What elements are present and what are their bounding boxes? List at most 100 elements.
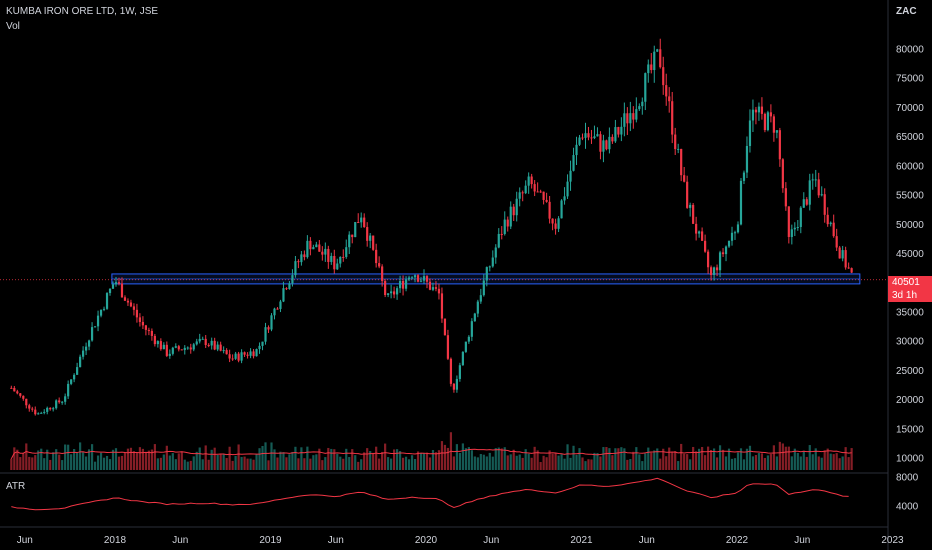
candle-body xyxy=(572,155,575,171)
volume-legend[interactable]: Vol xyxy=(6,21,20,32)
candle-body xyxy=(838,247,841,259)
candle-body xyxy=(644,73,647,102)
volume-bar xyxy=(614,448,617,470)
volume-bar xyxy=(784,446,787,470)
candle-body xyxy=(198,338,201,342)
volume-bar xyxy=(282,452,285,470)
candle-body xyxy=(345,247,348,257)
candle-body xyxy=(37,413,40,415)
volume-bar xyxy=(470,450,473,470)
volume-bar xyxy=(228,446,231,470)
candle-body xyxy=(46,407,49,412)
volume-bar xyxy=(398,451,402,470)
y-tick-label: 75000 xyxy=(896,74,924,85)
candle-body xyxy=(542,191,545,200)
candle-body xyxy=(369,235,372,241)
x-tick-label: 2022 xyxy=(726,535,749,546)
volume-bar xyxy=(252,459,255,470)
volume-bar xyxy=(162,454,165,470)
volume-bar xyxy=(34,455,37,470)
volume-bar xyxy=(578,448,581,470)
volume-bar xyxy=(99,452,103,470)
candle-body xyxy=(171,347,174,354)
volume-bar xyxy=(342,458,345,470)
candle-body xyxy=(736,224,740,233)
volume-bar xyxy=(201,459,204,470)
volume-bar xyxy=(413,458,417,470)
volume-bar xyxy=(43,458,46,470)
candle-body xyxy=(195,341,198,345)
volume-bar xyxy=(736,452,740,470)
candle-body xyxy=(527,176,530,186)
candle-body xyxy=(291,275,294,284)
volume-bar xyxy=(677,461,680,470)
candle-body xyxy=(656,49,659,52)
volume-bar xyxy=(506,455,509,470)
volume-bar xyxy=(793,448,796,470)
candle-body xyxy=(431,287,435,290)
candle-body xyxy=(186,347,189,349)
volume-bar xyxy=(82,452,85,470)
volume-bar xyxy=(572,445,575,470)
candle-body xyxy=(297,261,300,263)
candle-body xyxy=(754,109,758,113)
candle-body xyxy=(381,266,384,281)
candle-body xyxy=(449,358,453,384)
atr-legend[interactable]: ATR xyxy=(6,481,26,492)
candle-body xyxy=(19,393,22,396)
candle-body xyxy=(168,353,171,356)
volume-bar xyxy=(267,460,270,470)
volume-bar xyxy=(491,456,494,470)
volume-bar xyxy=(641,461,644,470)
candle-body xyxy=(742,172,746,181)
candle-body xyxy=(632,113,635,120)
volume-bar xyxy=(665,456,668,470)
candle-body xyxy=(793,227,796,230)
candle-body xyxy=(261,341,264,346)
candle-body xyxy=(518,192,521,199)
candle-body xyxy=(425,276,429,282)
volume-bar xyxy=(369,451,372,470)
volume-bar xyxy=(428,457,432,470)
candle-body xyxy=(201,338,204,340)
volume-bar xyxy=(626,459,629,470)
volume-bar xyxy=(410,455,414,470)
candle-body xyxy=(375,249,378,264)
candle-body xyxy=(321,251,324,255)
volume-bar xyxy=(64,444,67,470)
x-tick-label: 2019 xyxy=(259,535,282,546)
candle-body xyxy=(410,277,414,279)
candle-body xyxy=(330,255,333,262)
candle-body xyxy=(129,302,133,307)
symbol-legend[interactable]: KUMBA IRON ORE LTD, 1W, JSE xyxy=(6,6,159,17)
volume-bar xyxy=(796,452,799,470)
candle-body xyxy=(58,400,61,403)
candle-body xyxy=(686,181,689,208)
candle-body xyxy=(312,247,315,250)
volume-bar xyxy=(52,452,55,470)
candle-body xyxy=(309,240,312,250)
candle-body xyxy=(159,341,162,350)
volume-bar xyxy=(671,451,674,470)
volume-bar xyxy=(129,447,133,470)
candle-body xyxy=(416,275,420,282)
volume-bar xyxy=(647,447,650,470)
volume-bar xyxy=(446,447,450,470)
volume-bar xyxy=(712,448,716,470)
candle-body xyxy=(79,356,82,368)
volume-bar xyxy=(485,456,488,470)
volume-bar xyxy=(117,456,121,470)
candle-body xyxy=(153,335,156,345)
candle-body xyxy=(288,283,291,290)
candle-body xyxy=(225,350,228,355)
volume-bar xyxy=(497,447,500,470)
volume-bar xyxy=(509,454,512,470)
volume-bar xyxy=(231,460,234,470)
candle-body xyxy=(165,344,168,356)
y-tick-label: 30000 xyxy=(896,337,924,348)
x-tick-label: 2021 xyxy=(570,535,593,546)
volume-bar xyxy=(575,454,578,470)
volume-bar xyxy=(105,455,109,470)
volume-bar xyxy=(49,459,52,470)
